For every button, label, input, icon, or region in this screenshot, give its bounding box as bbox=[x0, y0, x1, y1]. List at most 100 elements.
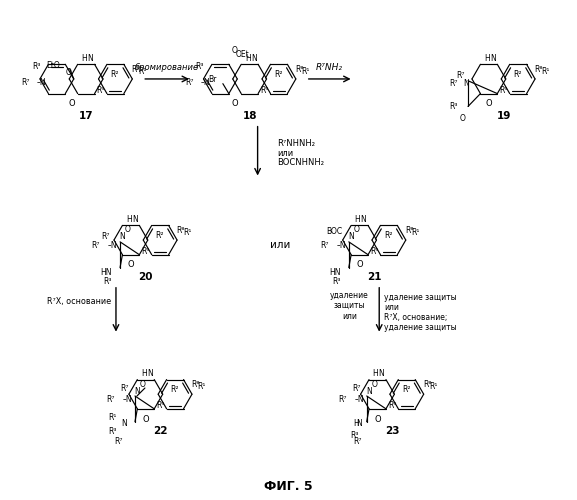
Text: R²: R² bbox=[514, 70, 522, 79]
Text: N: N bbox=[119, 232, 125, 241]
Text: или: или bbox=[384, 303, 399, 312]
Text: R²: R² bbox=[402, 385, 411, 394]
Text: R¹: R¹ bbox=[541, 66, 549, 76]
Text: R⁷NHNH₂: R⁷NHNH₂ bbox=[278, 138, 316, 147]
Text: R⁹: R⁹ bbox=[388, 401, 396, 410]
Text: R³: R³ bbox=[350, 431, 359, 440]
Text: R⁷X, основание;: R⁷X, основание; bbox=[384, 313, 448, 322]
Text: N: N bbox=[379, 369, 384, 378]
Text: R¹: R¹ bbox=[302, 66, 310, 76]
Text: R²: R² bbox=[384, 231, 392, 240]
Text: или: или bbox=[278, 148, 294, 158]
Text: R³: R³ bbox=[104, 277, 112, 286]
Text: H: H bbox=[484, 54, 490, 62]
Text: R⁸: R⁸ bbox=[192, 380, 200, 389]
Text: ФИГ. 5: ФИГ. 5 bbox=[264, 480, 312, 493]
Text: R⁹: R⁹ bbox=[156, 401, 164, 410]
Text: N: N bbox=[87, 54, 93, 62]
Text: R²: R² bbox=[170, 385, 179, 394]
Text: H: H bbox=[355, 214, 361, 224]
Text: R⁹: R⁹ bbox=[499, 86, 508, 95]
Text: N: N bbox=[348, 232, 354, 241]
Text: R⁸: R⁸ bbox=[177, 226, 185, 235]
Text: N: N bbox=[251, 54, 257, 62]
Text: R¹: R¹ bbox=[429, 382, 438, 390]
Text: R³: R³ bbox=[32, 62, 40, 71]
Text: O: O bbox=[372, 380, 377, 388]
Text: удаление
защиты
или: удаление защиты или bbox=[330, 291, 369, 320]
Text: R⁷: R⁷ bbox=[107, 394, 115, 404]
Text: бромирование: бромирование bbox=[135, 63, 199, 72]
Text: R⁷: R⁷ bbox=[353, 384, 361, 392]
Text: R²: R² bbox=[274, 70, 283, 79]
Text: R⁷NH₂: R⁷NH₂ bbox=[316, 63, 343, 72]
Text: R¹: R¹ bbox=[183, 228, 191, 236]
Text: O: O bbox=[66, 68, 72, 78]
Text: H: H bbox=[126, 214, 132, 224]
Text: 18: 18 bbox=[242, 111, 257, 120]
Text: R⁷: R⁷ bbox=[338, 394, 347, 404]
Text: N: N bbox=[490, 54, 496, 62]
Text: R³: R³ bbox=[108, 427, 117, 436]
Text: 21: 21 bbox=[367, 272, 381, 282]
Text: O: O bbox=[232, 100, 238, 108]
Text: N: N bbox=[361, 214, 366, 224]
Text: R⁹: R⁹ bbox=[141, 247, 149, 256]
Text: 20: 20 bbox=[138, 272, 153, 282]
Text: N: N bbox=[366, 386, 372, 396]
Text: O: O bbox=[374, 414, 381, 424]
Text: O: O bbox=[460, 114, 466, 123]
Text: BOCNHNH₂: BOCNHNH₂ bbox=[278, 158, 324, 168]
Text: O: O bbox=[140, 380, 146, 388]
Text: R⁷: R⁷ bbox=[449, 80, 458, 88]
Text: –N: –N bbox=[37, 78, 47, 88]
Text: N: N bbox=[121, 419, 127, 428]
Text: R⁷X, основание: R⁷X, основание bbox=[47, 297, 111, 306]
Text: O: O bbox=[68, 100, 75, 108]
Text: удаление защиты: удаление защиты bbox=[384, 293, 457, 302]
Text: R⁷: R⁷ bbox=[21, 78, 30, 88]
Text: –N: –N bbox=[108, 240, 118, 250]
Text: R⁹: R⁹ bbox=[370, 247, 379, 256]
Text: O: O bbox=[354, 226, 359, 234]
Text: OEt: OEt bbox=[236, 50, 250, 58]
Text: R³: R³ bbox=[449, 102, 458, 111]
Text: O: O bbox=[125, 226, 131, 234]
Text: HN: HN bbox=[329, 268, 341, 277]
Text: H: H bbox=[141, 369, 147, 378]
Text: Br: Br bbox=[208, 75, 217, 84]
Text: 19: 19 bbox=[496, 111, 511, 120]
Text: R⁷: R⁷ bbox=[92, 240, 100, 250]
Text: O: O bbox=[128, 260, 134, 270]
Text: –N: –N bbox=[200, 78, 210, 88]
Text: R²: R² bbox=[155, 231, 164, 240]
Text: O: O bbox=[143, 414, 149, 424]
Text: R²: R² bbox=[111, 70, 119, 79]
Text: N: N bbox=[463, 80, 469, 88]
Text: BOC: BOC bbox=[327, 228, 343, 236]
Text: –N: –N bbox=[337, 240, 346, 250]
Text: R⁷: R⁷ bbox=[185, 78, 193, 88]
Text: N: N bbox=[147, 369, 153, 378]
Text: удаление защиты: удаление защиты bbox=[384, 323, 457, 332]
Text: H: H bbox=[373, 369, 379, 378]
Text: R⁸: R⁸ bbox=[132, 65, 140, 74]
Text: R⁸: R⁸ bbox=[295, 65, 304, 74]
Text: R³: R³ bbox=[196, 62, 204, 71]
Text: H: H bbox=[81, 54, 87, 62]
Text: R¹: R¹ bbox=[198, 382, 206, 390]
Text: R⁷: R⁷ bbox=[102, 232, 110, 241]
Text: O: O bbox=[356, 260, 363, 270]
Text: O: O bbox=[486, 100, 492, 108]
Text: R¹: R¹ bbox=[138, 66, 147, 76]
Text: R⁷: R⁷ bbox=[121, 384, 129, 392]
Text: HN: HN bbox=[100, 268, 112, 277]
Text: N: N bbox=[134, 386, 140, 396]
Text: или: или bbox=[270, 240, 290, 250]
Text: R⁸: R⁸ bbox=[534, 65, 543, 74]
Text: R⁷: R⁷ bbox=[456, 72, 464, 80]
Text: R⁸: R⁸ bbox=[405, 226, 414, 235]
Text: N: N bbox=[356, 419, 362, 428]
Text: R⁷: R⁷ bbox=[353, 437, 362, 446]
Text: 22: 22 bbox=[153, 426, 168, 436]
